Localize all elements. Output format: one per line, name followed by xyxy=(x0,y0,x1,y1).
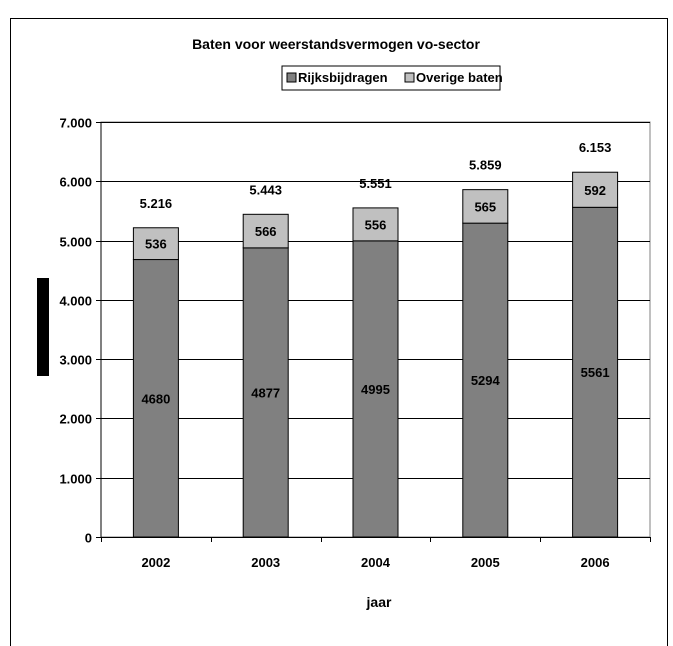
segment-label: 556 xyxy=(365,217,387,232)
y-tick-label: 0 xyxy=(85,531,92,546)
chart-title: Baten voor weerstandsvermogen vo-sector xyxy=(192,36,480,52)
segment-label: 536 xyxy=(145,237,167,252)
bar-overige-baten-2006 xyxy=(572,171,619,208)
segment-label: 566 xyxy=(255,224,277,239)
segment-label: 4877 xyxy=(251,385,280,400)
legend-label-rijksbijdragen: Rijksbijdragen xyxy=(298,70,388,85)
segment-label: 5294 xyxy=(471,373,501,388)
y-tick-label: 6.000 xyxy=(59,175,92,190)
y-tick-label: 1.000 xyxy=(59,472,92,487)
legend-label-overige-baten: Overige baten xyxy=(416,70,503,85)
segment-label: 565 xyxy=(474,199,496,214)
x-tick-label: 2004 xyxy=(361,555,391,570)
legend-swatch-overige-baten xyxy=(404,72,415,83)
bar-overige-baten-2005 xyxy=(462,189,509,224)
redaction-bar xyxy=(37,278,49,376)
y-tick-label: 7.000 xyxy=(59,116,92,131)
total-label: 5.551 xyxy=(359,176,392,191)
y-tick-label: 3.000 xyxy=(59,353,92,368)
total-label: 5.216 xyxy=(140,196,173,211)
x-axis: 2002 2003 2004 2005 2006 xyxy=(101,537,651,570)
total-label: 5.859 xyxy=(469,158,502,173)
legend: Rijksbijdragen Overige baten xyxy=(281,65,503,91)
x-axis-label: jaar xyxy=(366,594,392,610)
y-tick-label: 4.000 xyxy=(59,294,92,309)
x-tick-label: 2002 xyxy=(141,555,170,570)
x-tick-label: 2006 xyxy=(581,555,610,570)
bar-overige-baten-2003 xyxy=(242,213,289,249)
segment-label: 4680 xyxy=(141,391,170,406)
y-tick-label: 2.000 xyxy=(59,412,92,427)
y-tick-label: 5.000 xyxy=(59,235,92,250)
total-label: 6.153 xyxy=(579,140,612,155)
bar-rijksbijdragen-2006 xyxy=(572,206,619,538)
x-tick-label: 2005 xyxy=(471,555,500,570)
bars: 4680 536 5.216 4877 566 5.443 4995 556 5.551 5294… xyxy=(132,140,619,538)
segment-label: 5561 xyxy=(581,365,610,380)
total-label: 5.443 xyxy=(249,182,282,197)
legend-swatch-rijksbijdragen xyxy=(286,72,297,83)
bar-rijksbijdragen-2004 xyxy=(352,240,399,538)
segment-label: 4995 xyxy=(361,382,390,397)
segment-label: 592 xyxy=(584,183,606,198)
y-axis: 0 1.000 2.000 3.000 4.000 5.000 6.000 7.000 xyxy=(59,116,102,546)
x-tick-label: 2003 xyxy=(251,555,280,570)
bar-rijksbijdragen-2003 xyxy=(242,247,289,538)
bar-rijksbijdragen-2002 xyxy=(132,259,179,538)
legend-box xyxy=(281,65,501,91)
bar-overige-baten-2002 xyxy=(132,227,179,261)
bar-overige-baten-2004 xyxy=(352,207,399,242)
